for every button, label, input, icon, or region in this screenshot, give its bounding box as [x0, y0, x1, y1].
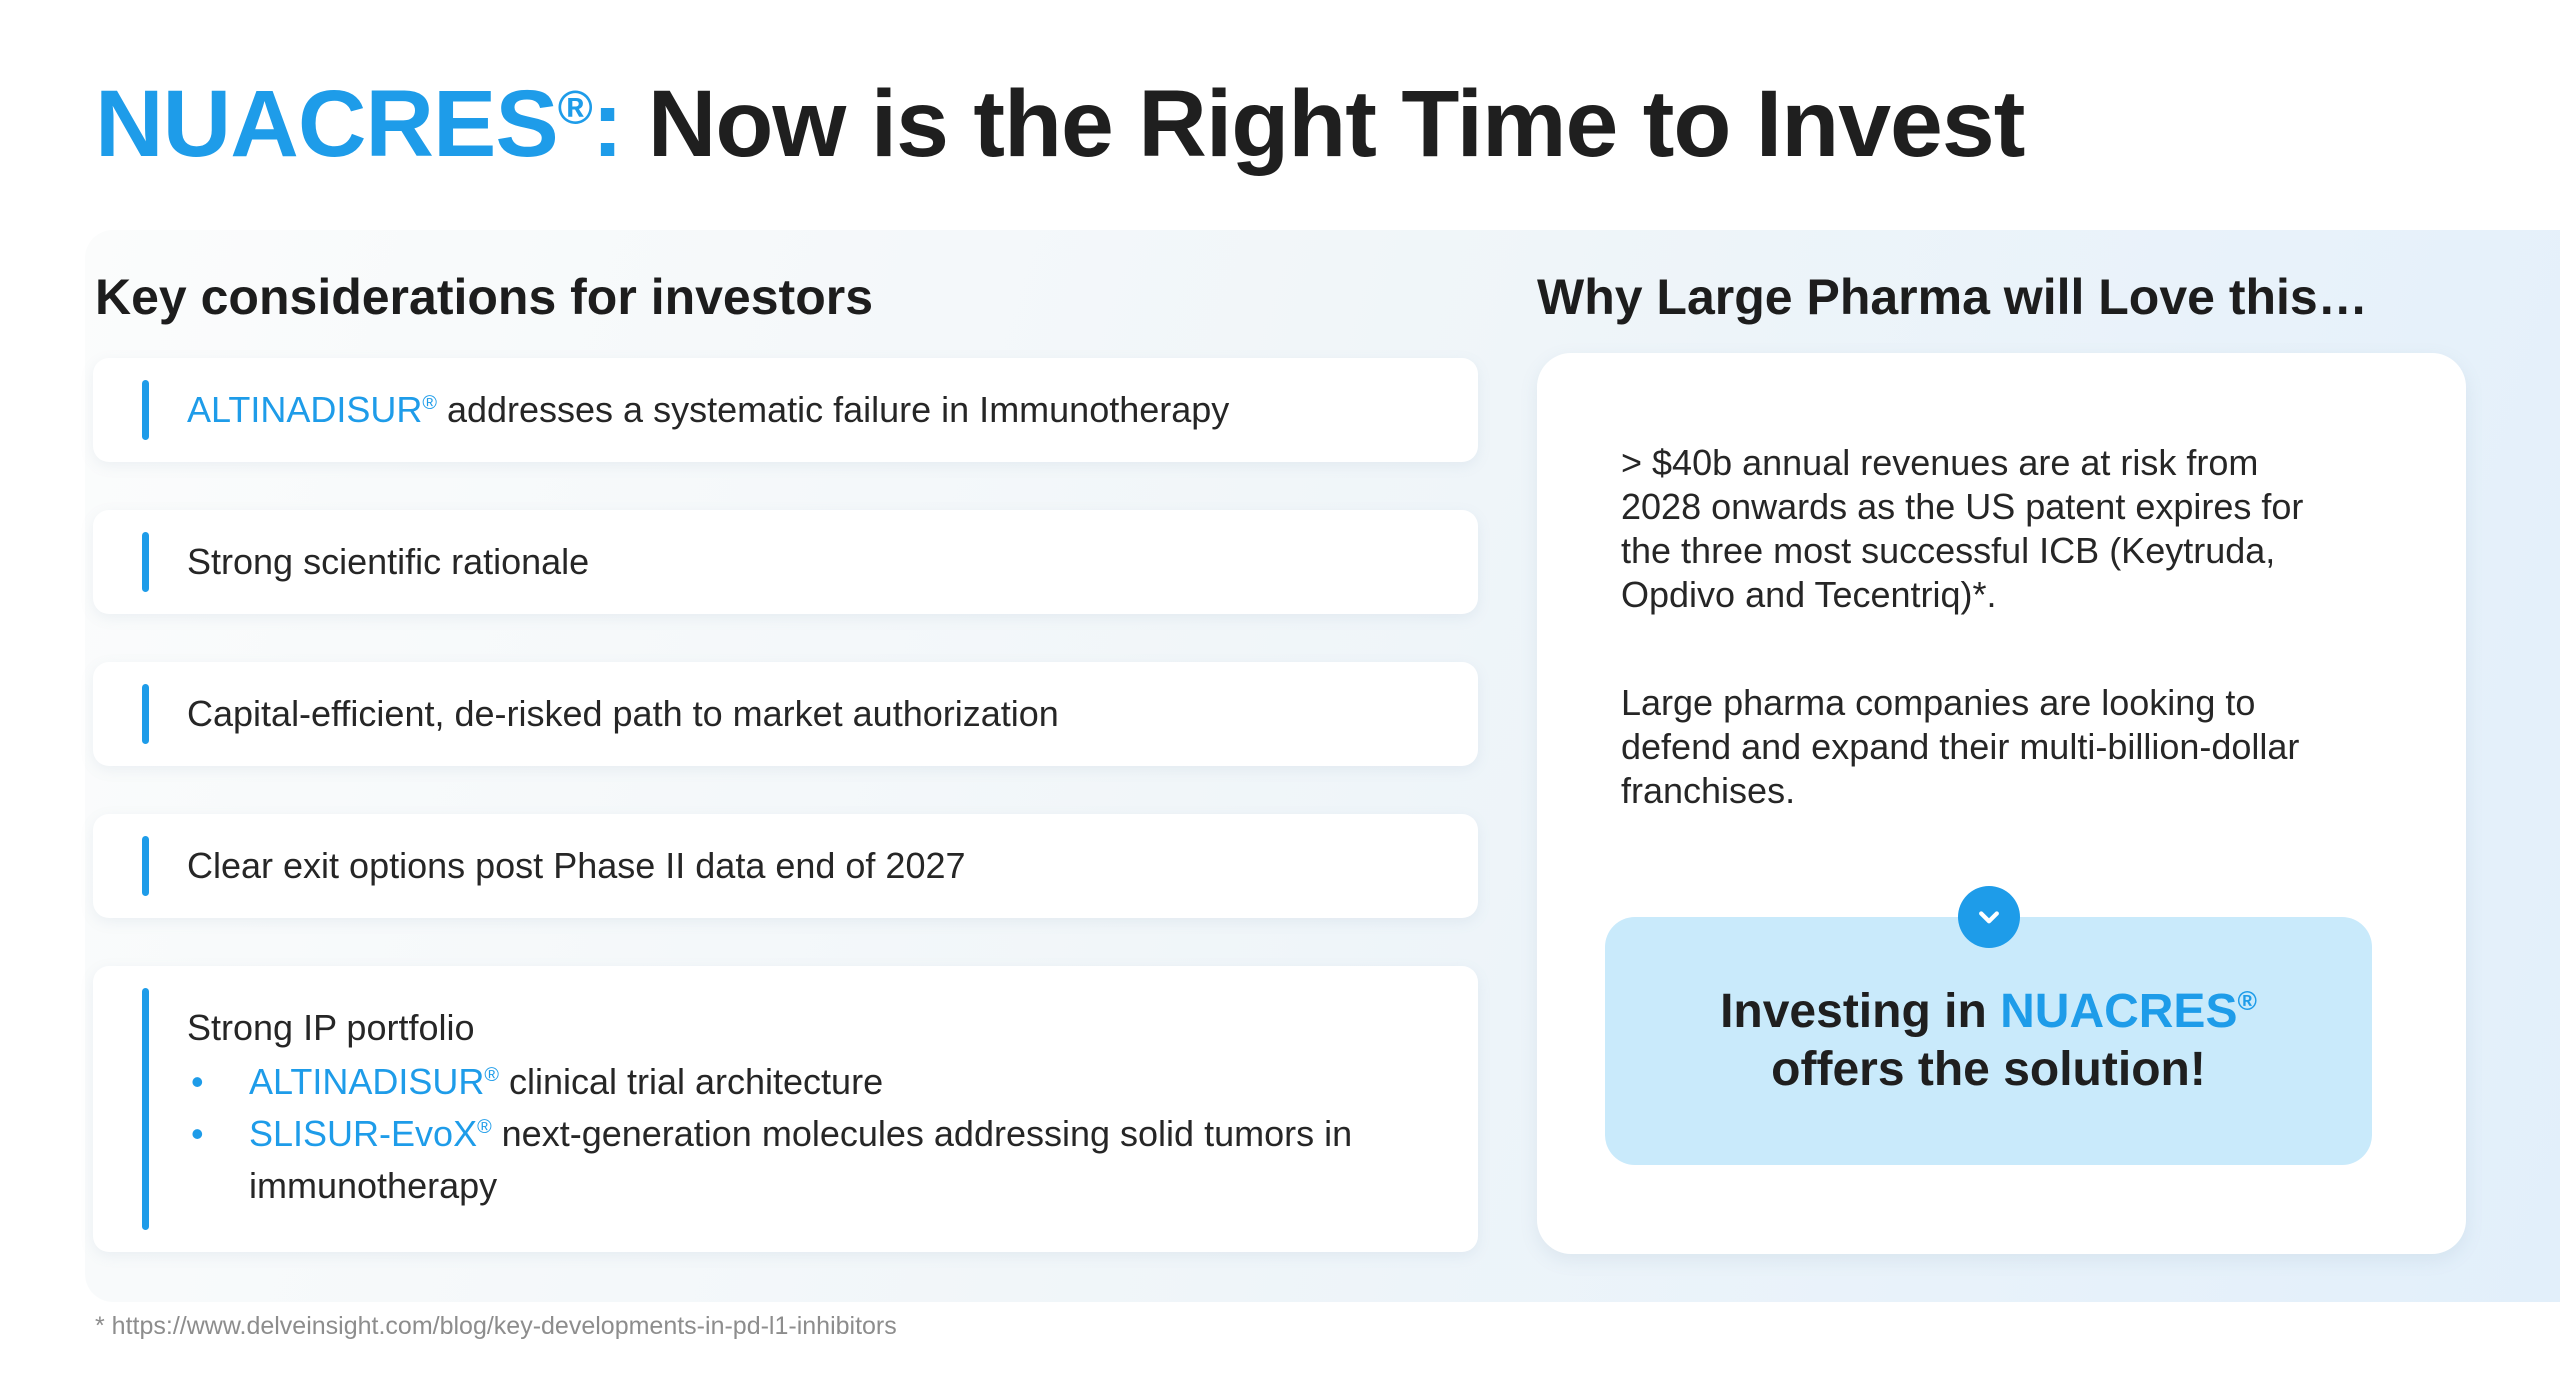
registered-trademark-icon: ®: [484, 1064, 499, 1086]
solution-callout-box: Investing in NUACRES® offers the solutio…: [1605, 886, 2372, 1165]
right-section-heading: Why Large Pharma will Love this…: [1537, 269, 2368, 325]
card-text: Clear exit options post Phase II data en…: [187, 845, 966, 886]
bullet-text: ALTINADISUR® clinical trial architecture: [249, 1061, 884, 1102]
list-item: • ALTINADISUR® clinical trial architectu…: [187, 1056, 1438, 1108]
solution-text-line1: Investing in NUACRES®: [1720, 985, 2257, 1038]
consideration-card: Capital-efficient, de-risked path to mar…: [93, 662, 1478, 766]
title-brand: NUACRES®:: [95, 71, 623, 177]
footnote-source-url: * https://www.delveinsight.com/blog/key-…: [95, 1312, 897, 1340]
pharma-paragraph: Large pharma companies are looking to de…: [1621, 682, 2300, 811]
pharma-paragraph: > $40b annual revenues are at risk from …: [1621, 442, 2304, 615]
bullet-text: SLISUR-EvoX® next-generation molecules a…: [249, 1113, 1353, 1206]
ip-portfolio-card: Strong IP portfolio • ALTINADISUR® clini…: [93, 966, 1478, 1252]
pharma-rationale-card: > $40b annual revenues are at risk from …: [1537, 353, 2466, 1254]
ip-card-title: Strong IP portfolio: [187, 1007, 475, 1048]
slide-title: NUACRES®: Now is the Right Time to Inves…: [95, 74, 2025, 175]
card-accent-bar: [142, 836, 149, 896]
brand-name: NUACRES: [2000, 985, 2238, 1038]
registered-trademark-icon: ®: [422, 392, 437, 414]
title-text: Now is the Right Time to Invest: [622, 71, 2026, 177]
ip-bullet-list: • ALTINADISUR® clinical trial architectu…: [187, 1056, 1438, 1212]
consideration-card: Strong scientific rationale: [93, 510, 1478, 614]
left-section-heading: Key considerations for investors: [95, 269, 874, 325]
bullet-icon: •: [191, 1061, 204, 1102]
registered-trademark-icon: ®: [557, 81, 593, 135]
card-text: Strong scientific rationale: [187, 541, 590, 582]
card-accent-bar: [142, 684, 149, 744]
brand-name: ALTINADISUR: [187, 389, 423, 430]
brand-name: SLISUR-EvoX: [249, 1113, 478, 1154]
bullet-icon: •: [191, 1113, 204, 1154]
solution-text-line2: offers the solution!: [1771, 1043, 2206, 1096]
card-text: ALTINADISUR® addresses a systematic fail…: [187, 389, 1230, 430]
consideration-card-list: ALTINADISUR® addresses a systematic fail…: [93, 358, 1478, 1252]
list-item: • SLISUR-EvoX® next-generation molecules…: [187, 1108, 1438, 1212]
consideration-card: Clear exit options post Phase II data en…: [93, 814, 1478, 918]
registered-trademark-icon: ®: [2237, 986, 2257, 1016]
card-accent-bar: [142, 380, 149, 440]
card-accent-bar: [142, 988, 149, 1230]
brand-name: ALTINADISUR: [249, 1061, 485, 1102]
card-accent-bar: [142, 532, 149, 592]
card-text: Capital-efficient, de-risked path to mar…: [187, 693, 1059, 734]
registered-trademark-icon: ®: [477, 1116, 492, 1138]
chevron-down-icon: [1957, 886, 2020, 948]
consideration-card: ALTINADISUR® addresses a systematic fail…: [93, 358, 1478, 462]
